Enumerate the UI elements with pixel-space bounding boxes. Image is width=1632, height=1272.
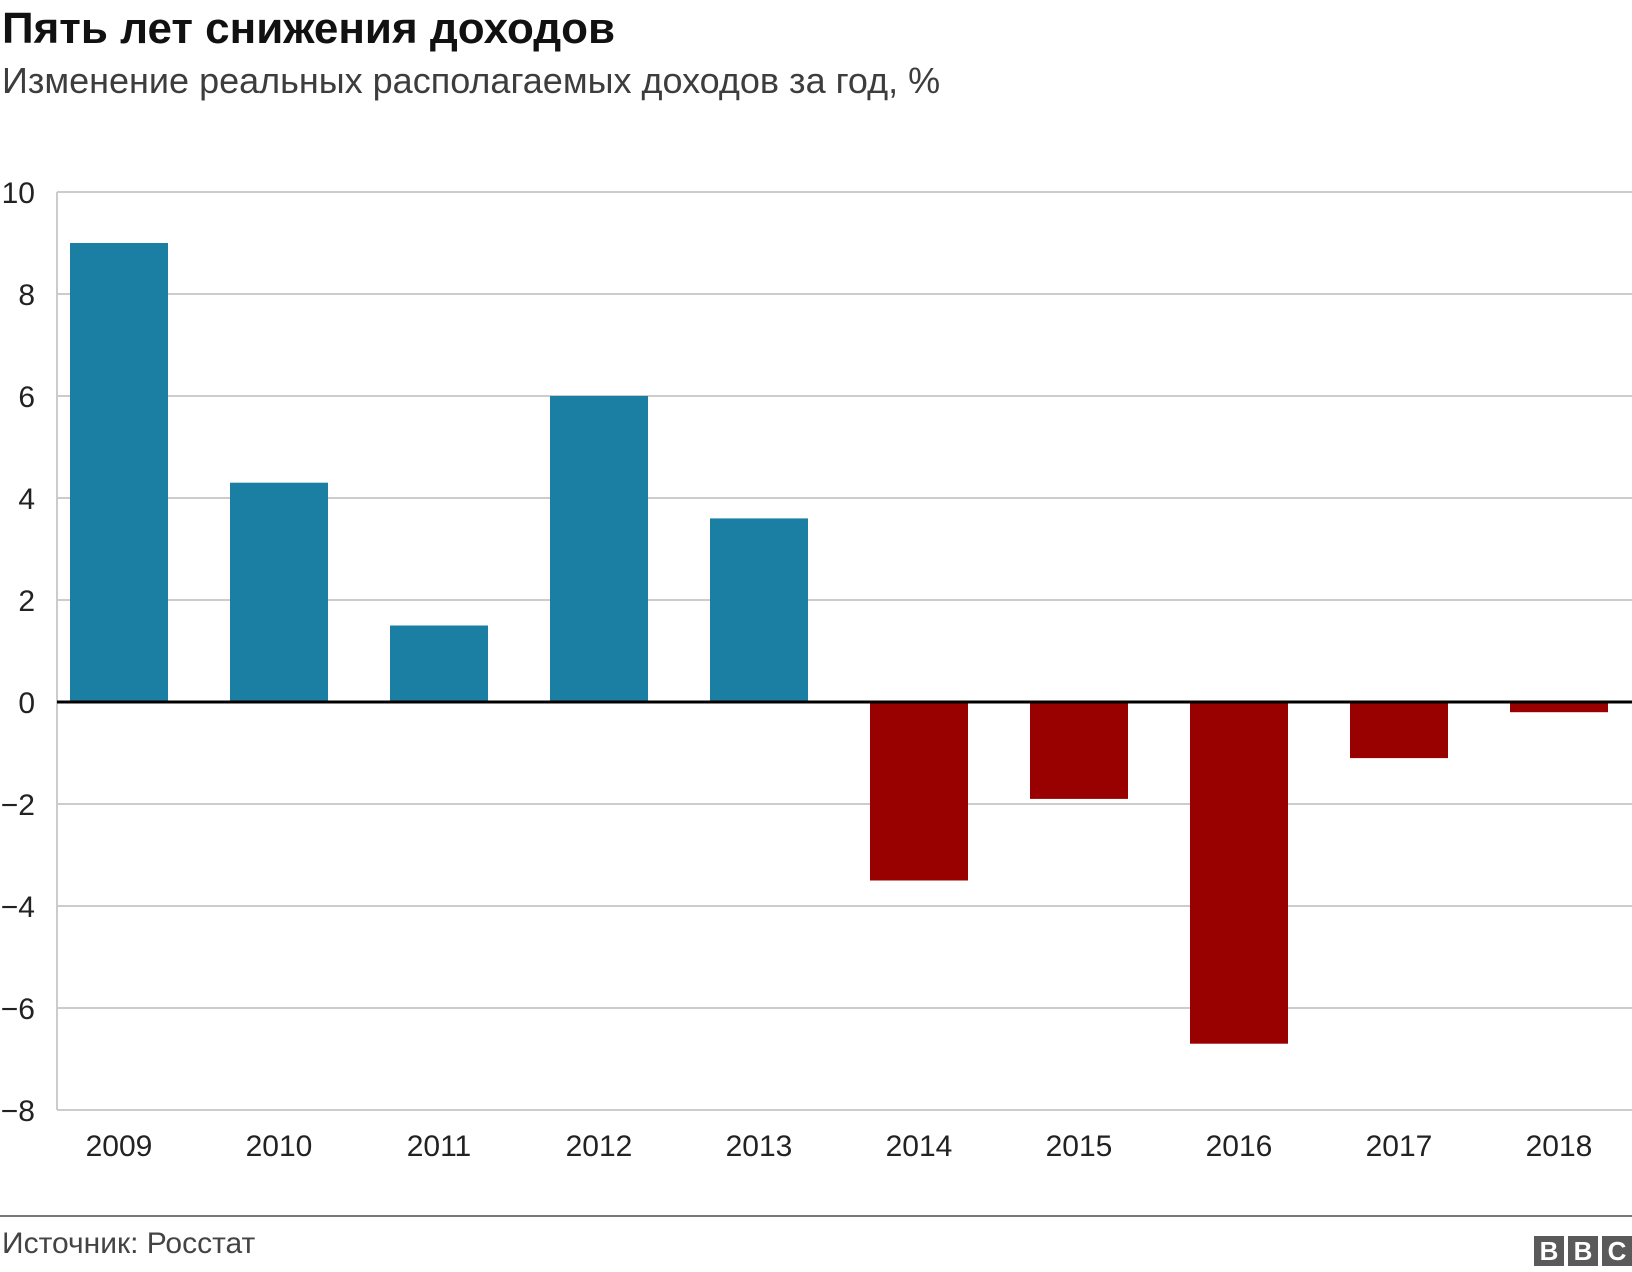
x-tick-label: 2012	[566, 1130, 633, 1163]
y-tick-label: 10	[2, 177, 35, 210]
y-tick-label: 8	[18, 279, 35, 312]
bar-2011	[390, 625, 488, 702]
bar-2014	[870, 702, 968, 881]
x-tick-label: 2015	[1046, 1130, 1113, 1163]
footer-divider	[0, 1215, 1632, 1217]
x-tick-label: 2010	[246, 1130, 313, 1163]
bar-2018	[1510, 702, 1608, 713]
y-tick-label: 6	[18, 381, 35, 414]
source-note: Источник: Росстат	[2, 1227, 256, 1260]
chart-title: Пять лет снижения доходов	[2, 4, 616, 53]
x-tick-label: 2013	[726, 1130, 793, 1163]
y-tick-label: −6	[1, 993, 35, 1026]
bar-2015	[1030, 702, 1128, 799]
x-tick-label: 2009	[86, 1130, 153, 1163]
chart-subtitle: Изменение реальных располагаемых доходов…	[2, 60, 941, 101]
y-tick-label: 0	[18, 687, 35, 720]
bar-2009	[70, 243, 168, 702]
y-tick-label: −4	[1, 891, 35, 924]
bbc-logo-letter: B	[1534, 1236, 1564, 1266]
y-tick-label: −8	[1, 1095, 35, 1128]
bar-2017	[1350, 702, 1448, 759]
bar-2010	[230, 482, 328, 702]
y-tick-label: 4	[18, 483, 35, 516]
x-tick-label: 2014	[886, 1130, 953, 1163]
bbc-logo-letter: C	[1602, 1236, 1632, 1266]
bbc-logo-letter: B	[1568, 1236, 1598, 1266]
bar-2013	[710, 518, 808, 702]
y-axis-ticks: 10 8 6 4 2 0 −2 −4 −6 −8	[1, 177, 35, 1128]
bars	[70, 243, 1608, 1044]
x-axis-ticks: 2009 2010 2011 2012 2013 2014 2015 2016 2017 2018	[86, 1130, 1593, 1163]
y-tick-label: 2	[18, 585, 35, 618]
bar-2016	[1190, 702, 1288, 1044]
bar-2012	[550, 396, 648, 702]
y-tick-label: −2	[1, 789, 35, 822]
x-tick-label: 2018	[1526, 1130, 1593, 1163]
bar-chart: 10 8 6 4 2 0 −2 −4 −6 −8 2009 2010 2011 2012 2013 2014…	[1, 177, 1632, 1163]
x-tick-label: 2016	[1206, 1130, 1273, 1163]
bbc-logo: B B C	[1534, 1236, 1632, 1266]
x-tick-label: 2017	[1366, 1130, 1433, 1163]
x-tick-label: 2011	[407, 1130, 472, 1163]
